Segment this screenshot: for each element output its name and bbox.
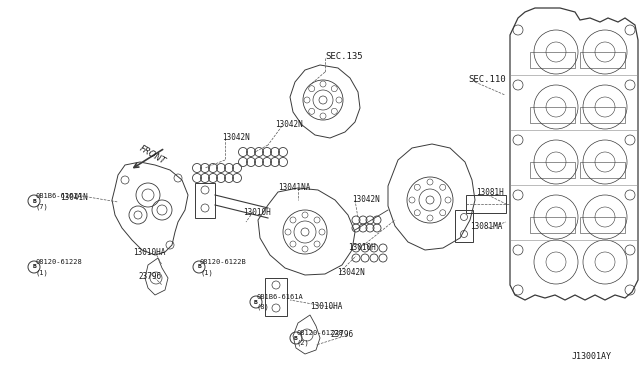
Bar: [466, 195, 506, 213]
Text: SEC.135: SEC.135: [325, 52, 363, 61]
Text: 13010HA: 13010HA: [133, 248, 165, 257]
Text: 23796: 23796: [138, 272, 161, 281]
Text: (2): (2): [297, 340, 310, 346]
Text: (7): (7): [35, 203, 48, 209]
Text: 13042N: 13042N: [337, 268, 365, 277]
Text: SEC.110: SEC.110: [468, 75, 506, 84]
Text: 13042N: 13042N: [222, 133, 250, 142]
Bar: [455, 210, 473, 242]
Bar: [580, 52, 625, 68]
Text: B: B: [32, 264, 36, 269]
Text: 13042N: 13042N: [352, 195, 380, 204]
Text: B: B: [32, 199, 36, 203]
Text: 13010H: 13010H: [348, 243, 376, 252]
Text: B: B: [197, 264, 201, 269]
Text: J13001AY: J13001AY: [572, 352, 612, 361]
Text: (1): (1): [35, 269, 48, 276]
Bar: [580, 217, 625, 233]
Text: B: B: [294, 336, 298, 340]
Text: 08120-61228: 08120-61228: [297, 330, 344, 336]
Text: 08120-6122B: 08120-6122B: [200, 259, 247, 265]
Bar: [530, 217, 575, 233]
Bar: [580, 107, 625, 123]
Bar: [265, 278, 287, 316]
Bar: [580, 162, 625, 178]
Text: 13041NA: 13041NA: [278, 183, 310, 192]
Text: 08120-61228: 08120-61228: [35, 259, 82, 265]
Bar: [530, 107, 575, 123]
Text: FRONT: FRONT: [138, 144, 166, 166]
Text: 13010HA: 13010HA: [310, 302, 342, 311]
Text: 23796: 23796: [330, 330, 353, 339]
Bar: [530, 52, 575, 68]
Text: 0B1B6-6161A: 0B1B6-6161A: [35, 193, 82, 199]
Text: 13081H: 13081H: [476, 188, 504, 197]
Text: 13041N: 13041N: [60, 193, 88, 202]
Text: (8): (8): [257, 304, 269, 311]
Text: (1): (1): [200, 269, 212, 276]
Text: 0B1B6-6161A: 0B1B6-6161A: [257, 294, 304, 300]
Bar: [530, 162, 575, 178]
Bar: [195, 183, 215, 218]
Text: 13081MA: 13081MA: [470, 222, 502, 231]
Text: 13042N: 13042N: [275, 120, 303, 129]
Text: B: B: [254, 299, 258, 305]
Text: 13010H: 13010H: [243, 208, 271, 217]
